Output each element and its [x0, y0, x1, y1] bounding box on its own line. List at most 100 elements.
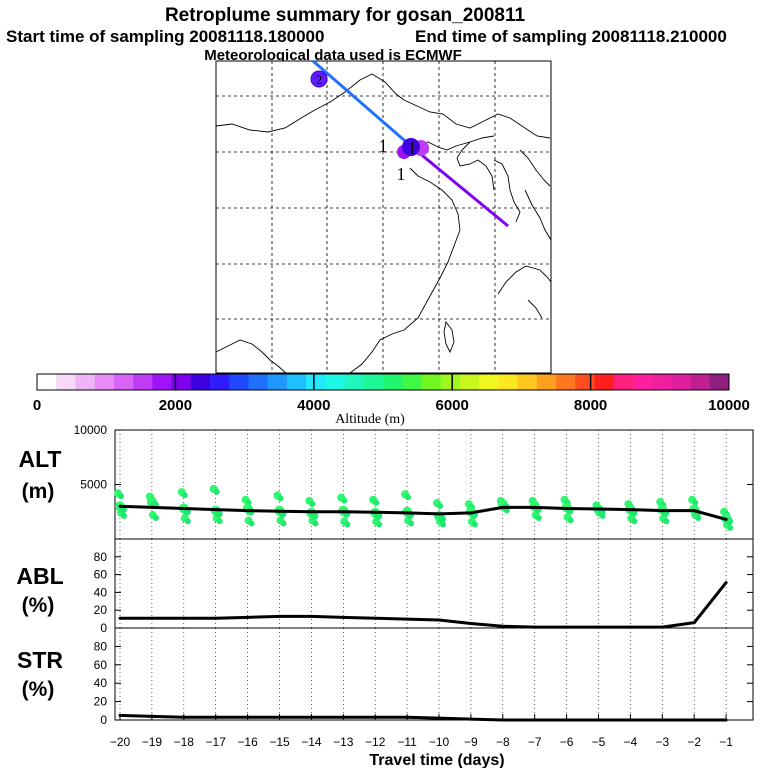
series-point: [724, 517, 728, 521]
panel-unit-label: (m): [22, 480, 55, 503]
release-label-below: 1: [397, 164, 406, 184]
colorbar-swatch: [402, 374, 422, 390]
plume-origin-label: 2: [316, 72, 323, 87]
colorbar-swatch: [479, 374, 499, 390]
colorbar-frame: [36, 373, 730, 391]
colorbar-swatch: [556, 374, 576, 390]
x-tick-label: −12: [365, 735, 386, 749]
colorbar-swatch: [459, 374, 480, 390]
y-tick-label: 40: [94, 676, 108, 690]
panel-frame: [114, 429, 754, 540]
colorbar-swatch: [286, 374, 307, 390]
y-tick-label: 10000: [74, 423, 108, 437]
altitude-point: [631, 518, 638, 525]
colorbar-swatch: [383, 374, 403, 390]
colorbar-swatch: [325, 374, 345, 390]
y-tick-label: 80: [94, 639, 108, 653]
altitude-point: [373, 499, 380, 506]
x-tick-label: −20: [110, 735, 131, 749]
colorbar-swatch: [536, 374, 557, 390]
x-tick-label: −19: [142, 735, 163, 749]
series-point: [182, 506, 186, 510]
altitude-point: [310, 511, 319, 520]
altitude-point: [118, 493, 124, 500]
colorbar-swatch: [575, 374, 595, 390]
altitude-point: [312, 520, 319, 527]
colorbar-tick-label: 10000: [708, 397, 750, 414]
series-point: [150, 505, 154, 509]
series-point: [405, 511, 409, 515]
series-line: [120, 581, 728, 629]
altitude-point: [567, 517, 574, 524]
colorbar-swatch: [37, 374, 57, 390]
start-time-label: Start time of sampling 20081118.180000: [6, 27, 324, 46]
colorbar-swatch: [421, 374, 441, 390]
x-tick-label: −13: [333, 735, 354, 749]
panel-label: ALT: [18, 446, 61, 472]
series-point: [150, 616, 154, 620]
colorbar-swatch: [498, 374, 518, 390]
release-cluster-center: [402, 138, 420, 156]
y-tick-label: 0: [100, 621, 107, 635]
series-point: [182, 616, 186, 620]
colorbar-swatch: [363, 374, 384, 390]
series-point: [565, 506, 569, 510]
series-point: [533, 505, 537, 509]
colorbar-tick-label: 0: [33, 397, 41, 414]
panel-unit-label: (%): [22, 594, 55, 617]
altitude-point: [309, 500, 316, 507]
series-line: [119, 504, 727, 521]
series-point: [214, 508, 218, 512]
altitude-point: [663, 518, 670, 525]
end-time-label: End time of sampling 20081118.210000: [415, 27, 727, 46]
series-point: [118, 616, 122, 620]
series-point: [246, 615, 250, 619]
series-point: [373, 616, 377, 620]
series-point: [724, 581, 728, 585]
colorbar-swatch: [190, 374, 211, 390]
x-tick-label: −15: [269, 735, 290, 749]
colorbar-tick-label: 8000: [574, 397, 607, 414]
y-tick-label: 60: [94, 568, 108, 582]
series-point: [341, 510, 345, 514]
colorbar-swatch: [56, 374, 76, 390]
altitude-point: [438, 515, 446, 524]
map-coastlines: [215, 73, 552, 374]
x-tick-label: −16: [237, 735, 258, 749]
y-tick-label: 0: [100, 713, 107, 727]
y-tick-label: 40: [94, 585, 108, 599]
x-tick-label: −11: [397, 735, 417, 749]
series-point: [214, 616, 218, 620]
altitude-point: [216, 518, 223, 525]
colorbar-swatch: [306, 374, 326, 390]
panel-unit-label: (%): [22, 678, 55, 701]
x-tick-label: −9: [464, 735, 478, 749]
x-axis: −20 −19 −18 −17 −16 −15 −14 −13 −12 −11 −10 −9 −8 −7 −…: [110, 714, 733, 749]
altitude-point: [152, 515, 159, 522]
y-tick-label: 20: [94, 603, 108, 617]
y-tick-label: 5000: [80, 478, 107, 492]
colorbar-swatch: [440, 374, 461, 390]
altitude-point: [277, 495, 284, 502]
colorbar: 0 2000 4000 6000 8000 10000: [33, 373, 750, 414]
altitude-point: [471, 521, 478, 528]
series-point: [469, 622, 473, 626]
series-point: [405, 617, 409, 621]
series-line: [119, 713, 727, 722]
colorbar-swatch: [344, 374, 365, 390]
x-axis-title: Travel time (days): [369, 752, 504, 768]
colorbar-swatch: [267, 374, 288, 390]
release-label-left: 1: [379, 136, 388, 156]
colorbar-swatch: [613, 374, 634, 390]
colorbar-swatch: [94, 374, 115, 390]
x-tick-label: −14: [301, 735, 322, 749]
altitude-point: [248, 520, 255, 527]
series-point: [628, 508, 632, 512]
x-tick-label: −2: [687, 735, 701, 749]
colorbar-swatch: [594, 374, 614, 390]
colorbar-swatch: [248, 374, 268, 390]
colorbar-swatch: [133, 374, 153, 390]
series-point: [692, 621, 696, 625]
met-data-label: Meteorological data used is ECMWF: [204, 47, 462, 64]
